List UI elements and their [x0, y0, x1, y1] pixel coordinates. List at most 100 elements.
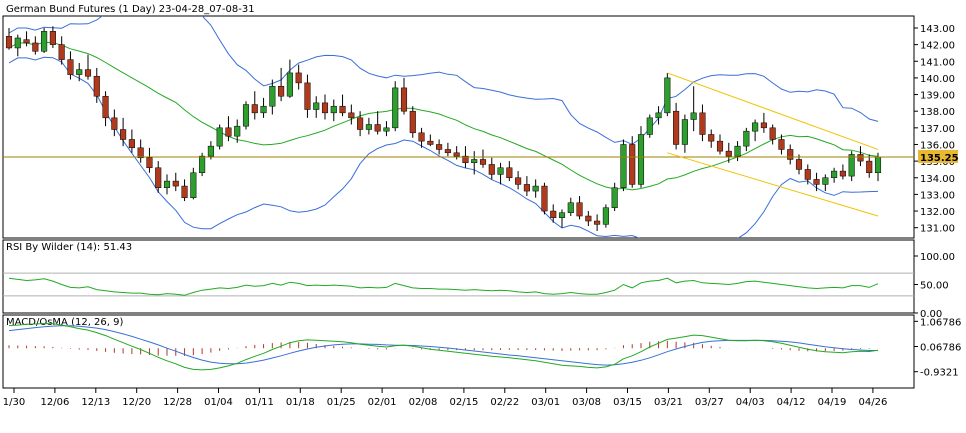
- price-plot-area: [5, 16, 882, 238]
- price-tick-label: 143.00: [920, 24, 955, 35]
- candle-body: [392, 87, 399, 129]
- x-tick-label: 01/18: [286, 397, 315, 408]
- rsi-panel[interactable]: [2, 239, 915, 314]
- candle-body: [409, 110, 416, 134]
- candle-body: [216, 127, 223, 147]
- candle-body: [286, 72, 293, 97]
- candle-body: [436, 144, 443, 150]
- price-tick-label: 131.00: [920, 224, 955, 235]
- candle-body: [567, 202, 574, 213]
- candle-body: [269, 85, 276, 107]
- candle-body: [348, 112, 355, 119]
- candle-body: [804, 169, 811, 180]
- candle-body: [488, 164, 495, 175]
- candle-body: [708, 134, 715, 142]
- candle-body: [716, 140, 724, 152]
- x-tick-label: 04/03: [736, 397, 765, 408]
- rsi-tick-label: 50.00: [920, 281, 949, 292]
- candle-body: [602, 207, 609, 225]
- candle-body: [111, 117, 118, 130]
- candle-body: [102, 95, 109, 119]
- candle-body: [225, 127, 232, 137]
- candle-body: [260, 105, 267, 114]
- candle-body: [41, 31, 48, 52]
- x-tick-label: 04/26: [858, 397, 887, 408]
- x-tick-label: 02/15: [449, 397, 478, 408]
- candle-body: [646, 117, 653, 135]
- candle-body: [752, 122, 759, 132]
- x-tick-label: 04/12: [777, 397, 806, 408]
- candle-body: [611, 187, 618, 208]
- x-tick-label: 01/25: [327, 397, 356, 408]
- candle-body: [760, 122, 767, 129]
- candle-body: [822, 177, 829, 185]
- candle-body: [146, 157, 153, 169]
- candle-body: [874, 156, 882, 174]
- candle-body: [190, 172, 197, 198]
- channel-lower-line: [667, 152, 879, 217]
- candle-body: [14, 37, 21, 49]
- macd-y-axis: 1.06786 0.06786 -0.9321: [914, 317, 961, 379]
- macd-plot: [8, 322, 879, 371]
- candle-body: [515, 177, 522, 185]
- candle-body: [207, 145, 214, 157]
- candle-body: [690, 112, 697, 120]
- candle-body: [418, 132, 425, 142]
- candle-body: [699, 112, 706, 135]
- x-tick-label: 02/08: [409, 397, 438, 408]
- candle-body: [576, 202, 583, 217]
- candle-body: [128, 139, 135, 149]
- price-tick-label: 142.00: [920, 41, 955, 52]
- candle-body: [49, 31, 56, 45]
- candle-body: [374, 124, 381, 132]
- candle-body: [471, 159, 478, 164]
- candle-body: [734, 145, 741, 157]
- x-tick-label: 03/01: [531, 397, 560, 408]
- price-tick-label: 140.00: [920, 74, 955, 85]
- last-price-tag: 135.25: [918, 149, 959, 164]
- price-tick-label: 136.00: [920, 140, 955, 151]
- candle-body: [620, 144, 627, 188]
- price-panel[interactable]: [2, 15, 915, 239]
- candle-body: [321, 102, 329, 114]
- candle-body: [681, 119, 688, 145]
- x-tick-label: 02/01: [368, 397, 397, 408]
- macd-line: [8, 322, 879, 371]
- candle-body: [365, 124, 372, 130]
- candle-body: [585, 215, 592, 222]
- candle-body: [313, 102, 320, 110]
- candle-body: [5, 36, 13, 49]
- x-tick-label: 1/30: [3, 397, 25, 408]
- candle-body: [673, 110, 680, 145]
- candle-body: [629, 144, 636, 185]
- candle-body: [172, 180, 179, 187]
- candle-body: [23, 39, 30, 44]
- candle-body: [400, 87, 408, 112]
- candle-body: [725, 150, 732, 157]
- rsi-line: [8, 277, 879, 296]
- rsi-title: RSI By Wilder (14): 51.43: [6, 242, 132, 253]
- macd-panel[interactable]: [2, 314, 915, 389]
- bollinger-lower: [8, 56, 879, 238]
- x-tick-label: 04/19: [818, 397, 847, 408]
- x-tick-label: 01/11: [245, 397, 274, 408]
- candle-body: [453, 152, 460, 157]
- candle-body: [506, 167, 513, 179]
- candle-body: [664, 77, 671, 114]
- candle-body: [532, 185, 539, 192]
- candle-body: [357, 117, 364, 130]
- macd-tick-label: 0.06786: [920, 343, 961, 354]
- candle-body: [857, 154, 864, 162]
- candle-body: [32, 42, 39, 52]
- candle-body: [655, 112, 662, 119]
- rsi-tick-label: 100.00: [920, 252, 955, 263]
- price-tick-label: 138.00: [920, 107, 955, 118]
- date-x-axis: 1/30 12/06 12/13 12/20 12/28 01/04 01/11 01/18 0…: [3, 388, 887, 408]
- rsi-tick-label: 0.00: [920, 309, 942, 320]
- macd-tick-label: -0.9321: [920, 368, 959, 379]
- candle-body: [339, 105, 346, 114]
- x-tick-label: 01/04: [204, 397, 233, 408]
- candle-body: [462, 155, 469, 164]
- candle-body: [155, 167, 162, 188]
